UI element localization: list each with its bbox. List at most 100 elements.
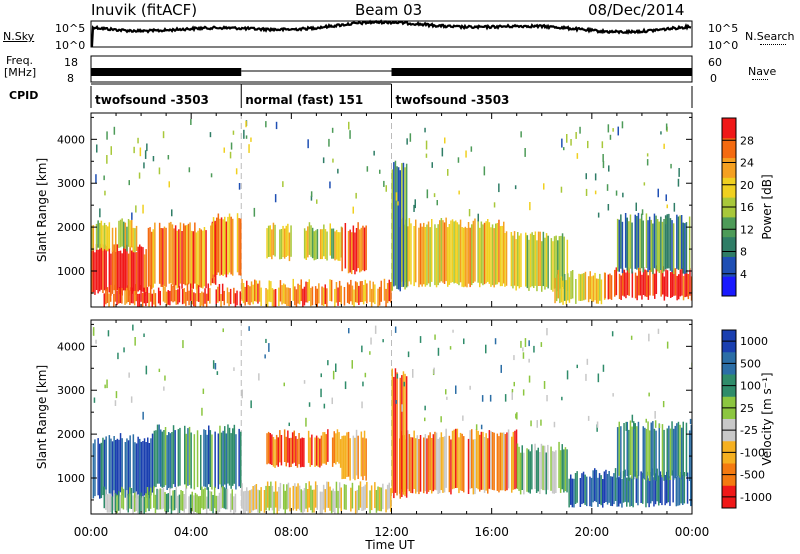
heatmap-cell	[110, 146, 112, 155]
heatmap-cell	[314, 481, 317, 508]
heatmap-cell	[431, 162, 433, 168]
heatmap-cell	[587, 140, 589, 149]
heatmap-cell	[316, 485, 318, 510]
heatmap-cell	[339, 232, 341, 261]
heatmap-cell	[496, 223, 499, 285]
heatmap-cell	[495, 223, 497, 285]
heatmap-cell	[117, 288, 120, 304]
heatmap-cell	[622, 192, 624, 198]
heatmap-cell	[455, 385, 457, 394]
heatmap-cell	[649, 267, 651, 296]
heatmap-cell	[543, 445, 546, 491]
heatmap-cell	[426, 189, 429, 199]
heatmap-cell	[685, 422, 688, 477]
heatmap-cell	[555, 450, 557, 493]
heatmap-cell	[349, 438, 351, 481]
heatmap-cell	[614, 269, 616, 297]
heatmap-cell	[317, 437, 319, 467]
heatmap-cell	[344, 435, 347, 479]
heatmap-cell	[290, 437, 292, 467]
heatmap-cell	[284, 490, 286, 514]
heatmap-cell	[571, 478, 574, 508]
heatmap-cell	[553, 451, 555, 494]
heatmap-cell	[626, 217, 628, 271]
date-title: 08/Dec/2014	[588, 1, 685, 19]
heatmap-cell	[678, 168, 680, 177]
heatmap-cell	[295, 289, 298, 307]
heatmap-cell	[155, 430, 157, 488]
heatmap-cell	[272, 222, 275, 256]
heatmap-cell	[172, 490, 174, 511]
heatmap-cell	[656, 468, 658, 502]
heatmap-cell	[171, 209, 173, 217]
colorbar-tick-label: 24	[740, 157, 754, 170]
heatmap-cell	[195, 232, 198, 290]
freq-label-line1: Freq.	[6, 54, 34, 67]
heatmap-cell	[557, 240, 559, 292]
heatmap-cell	[566, 370, 569, 380]
heatmap-cell	[408, 434, 411, 492]
heatmap-cell	[139, 147, 142, 157]
heatmap-cell	[594, 468, 596, 502]
heatmap-cell	[645, 428, 648, 481]
heatmap-cell	[487, 219, 489, 282]
heatmap-cell	[595, 278, 598, 304]
heatmap-cell	[581, 473, 583, 505]
heatmap-cell	[453, 221, 455, 284]
heatmap-cell	[166, 435, 168, 490]
heatmap-cell	[421, 226, 423, 287]
heatmap-cell	[199, 495, 201, 514]
heatmap-cell	[279, 280, 282, 302]
heatmap-cell	[640, 471, 642, 503]
heatmap-cell	[602, 479, 604, 508]
heatmap-cell	[303, 286, 306, 306]
heatmap-cell	[468, 209, 471, 217]
heatmap-cell	[544, 237, 546, 290]
heatmap-cell	[276, 491, 278, 514]
heatmap-cell	[194, 222, 196, 284]
heatmap-cell	[602, 160, 605, 169]
heatmap-cell	[660, 269, 662, 297]
heatmap-cell	[210, 225, 212, 286]
heatmap-cell	[254, 279, 256, 302]
heatmap-cell	[543, 381, 546, 389]
heatmap-cell	[109, 285, 112, 302]
heatmap-cell	[352, 225, 355, 270]
heatmap-cell	[560, 235, 562, 289]
heatmap-cell	[287, 430, 289, 463]
heatmap-cell	[402, 162, 405, 287]
heatmap-cell	[322, 157, 325, 164]
heatmap-cell	[158, 222, 161, 284]
heatmap-cell	[316, 288, 318, 307]
heatmap-cell	[628, 268, 630, 296]
heatmap-cell	[571, 270, 574, 299]
heatmap-cell	[372, 281, 374, 303]
heatmap-cell	[315, 230, 317, 260]
heatmap-cell	[617, 126, 619, 136]
heatmap-cell	[284, 284, 286, 305]
heatmap-cell	[330, 279, 333, 302]
heatmap-cell	[92, 247, 95, 293]
heatmap-cell	[249, 490, 251, 513]
heatmap-cell	[485, 433, 487, 491]
heatmap-cell	[608, 165, 610, 172]
heatmap-cell	[240, 431, 242, 488]
heatmap-cell	[165, 493, 168, 513]
heatmap-cell	[679, 269, 682, 297]
freq-bar-segment-1	[91, 68, 242, 76]
heatmap-cell	[196, 284, 198, 302]
heatmap-cell	[250, 489, 253, 513]
heatmap-cell	[201, 407, 203, 416]
heatmap-cell	[677, 216, 680, 270]
heatmap-cell	[158, 368, 161, 373]
heatmap-cell	[280, 229, 283, 259]
heatmap-cell	[393, 162, 395, 287]
heatmap-cell	[265, 121, 267, 128]
heatmap-cell	[158, 167, 161, 175]
heatmap-cell	[524, 338, 527, 348]
heatmap-cell	[531, 444, 533, 490]
heatmap-cell	[105, 246, 107, 292]
heatmap-cell	[656, 219, 659, 272]
heatmap-cell	[192, 231, 194, 289]
heatmap-cell	[631, 426, 633, 479]
